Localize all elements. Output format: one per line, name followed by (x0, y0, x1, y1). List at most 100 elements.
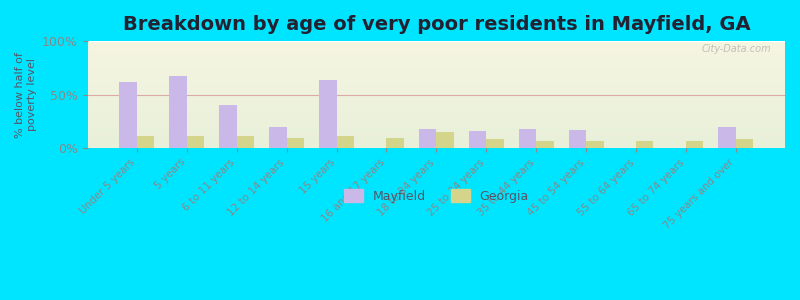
Bar (88, 82, 785, 83)
Bar (88, 110, 785, 111)
Bar (88, 59, 785, 60)
Bar (88, 53, 785, 54)
Bar (88, 52, 785, 53)
Bar (88, 121, 785, 122)
Legend: Mayfield, Georgia: Mayfield, Georgia (339, 184, 534, 208)
Bar (88, 102, 785, 103)
Bar (88, 131, 785, 132)
Bar (88, 142, 785, 143)
Bar (88, 116, 785, 117)
Bar (88, 43, 785, 44)
Bar (88, 79, 785, 80)
Bar (88, 137, 785, 138)
Bar (88, 81, 785, 82)
Bar (88, 112, 785, 113)
Bar (88, 64, 785, 66)
Bar (536, 140, 554, 148)
Bar (586, 140, 603, 148)
Title: Breakdown by age of very poor residents in Mayfield, GA: Breakdown by age of very poor residents … (122, 15, 750, 34)
Bar (88, 75, 785, 76)
Bar (88, 129, 785, 130)
Bar (88, 66, 785, 67)
Bar (88, 105, 785, 106)
Bar (569, 130, 586, 148)
Bar (88, 44, 785, 45)
Bar (486, 140, 504, 148)
Bar (88, 113, 785, 114)
Bar (88, 46, 785, 47)
Bar (88, 97, 785, 98)
Bar (469, 131, 486, 148)
Bar (518, 129, 536, 148)
Bar (88, 100, 785, 101)
Bar (88, 80, 785, 81)
Bar (88, 117, 785, 118)
Bar (88, 132, 785, 133)
Bar (170, 76, 187, 148)
Bar (88, 72, 785, 73)
Bar (88, 101, 785, 102)
Bar (88, 90, 785, 92)
Bar (88, 69, 785, 70)
Bar (88, 56, 785, 57)
Bar (237, 136, 254, 148)
Bar (88, 62, 785, 64)
Bar (88, 140, 785, 142)
Bar (88, 58, 785, 59)
Bar (88, 73, 785, 74)
Bar (88, 87, 785, 88)
Bar (88, 67, 785, 68)
Bar (88, 134, 785, 135)
Bar (187, 136, 204, 148)
Bar (88, 47, 785, 49)
Bar (88, 122, 785, 123)
Bar (88, 136, 785, 137)
Bar (88, 107, 785, 109)
Bar (88, 51, 785, 52)
Bar (88, 147, 785, 148)
Bar (88, 118, 785, 119)
Bar (319, 80, 337, 148)
Bar (88, 124, 785, 126)
Bar (88, 127, 785, 128)
Bar (88, 115, 785, 116)
Bar (219, 105, 237, 148)
Bar (88, 71, 785, 72)
Bar (88, 42, 785, 43)
Bar (88, 55, 785, 56)
Bar (88, 54, 785, 55)
Bar (119, 82, 137, 148)
Bar (137, 136, 154, 148)
Bar (686, 140, 703, 148)
Bar (88, 70, 785, 71)
Bar (88, 94, 785, 96)
Bar (88, 74, 785, 75)
Bar (88, 120, 785, 121)
Bar (88, 92, 785, 94)
Bar (88, 45, 785, 46)
Bar (337, 136, 354, 148)
Bar (269, 127, 286, 148)
Bar (88, 76, 785, 77)
Bar (88, 106, 785, 107)
Bar (88, 111, 785, 112)
Bar (88, 68, 785, 69)
Bar (88, 128, 785, 129)
Bar (88, 84, 785, 85)
Bar (88, 144, 785, 145)
Text: City-Data.com: City-Data.com (702, 44, 771, 54)
Bar (88, 123, 785, 124)
Bar (88, 143, 785, 144)
Bar (88, 49, 785, 50)
Bar (88, 85, 785, 86)
Bar (88, 86, 785, 87)
Bar (88, 114, 785, 115)
Bar (88, 99, 785, 100)
Bar (436, 132, 454, 148)
Bar (88, 145, 785, 146)
Bar (88, 146, 785, 147)
Bar (88, 60, 785, 62)
Y-axis label: % below half of
poverty level: % below half of poverty level (15, 52, 37, 137)
Bar (88, 98, 785, 99)
Bar (88, 57, 785, 58)
